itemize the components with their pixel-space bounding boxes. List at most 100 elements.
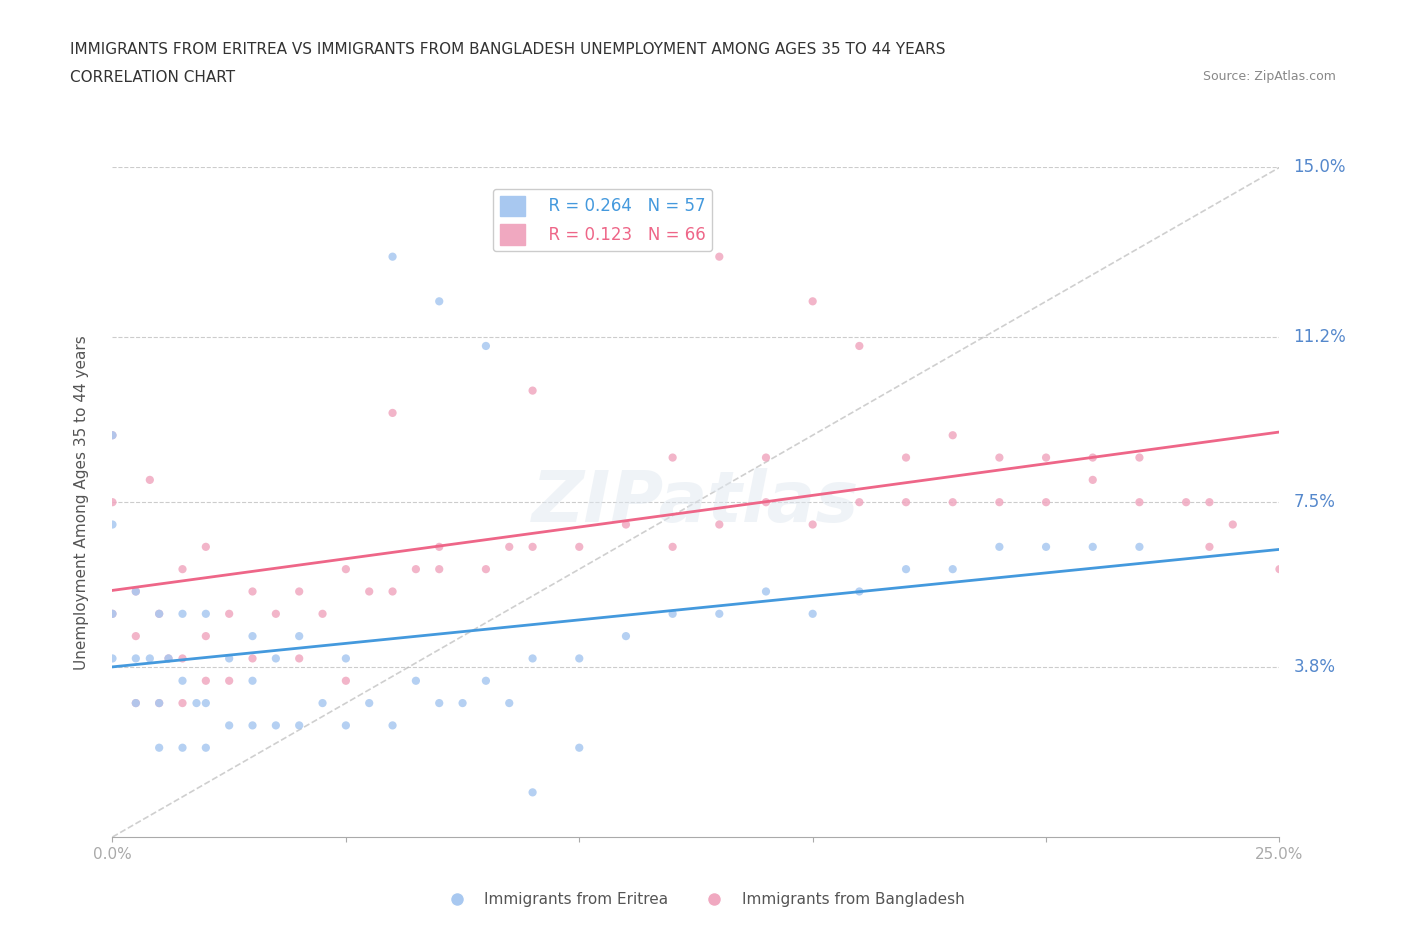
Immigrants from Bangladesh [427,539,450,554]
Immigrants from Bangladesh [1081,450,1104,465]
Immigrants from Bangladesh [661,450,683,465]
Immigrants from Bangladesh [335,673,357,688]
Immigrants from Eritrea [894,562,917,577]
Immigrants from Eritrea [381,249,404,264]
Immigrants from Bangladesh [335,562,357,577]
Immigrants from Bangladesh [359,584,381,599]
Immigrants from Bangladesh [172,696,194,711]
Immigrants from Bangladesh [172,562,194,577]
Immigrants from Eritrea [194,606,217,621]
Immigrants from Bangladesh [218,606,240,621]
Immigrants from Bangladesh [848,495,870,510]
Immigrants from Bangladesh [1081,472,1104,487]
Text: IMMIGRANTS FROM ERITREA VS IMMIGRANTS FROM BANGLADESH UNEMPLOYMENT AMONG AGES 35: IMMIGRANTS FROM ERITREA VS IMMIGRANTS FR… [70,42,946,57]
Immigrants from Bangladesh [498,539,520,554]
Immigrants from Eritrea [148,696,170,711]
Immigrants from Bangladesh [661,539,683,554]
Immigrants from Bangladesh [101,428,124,443]
Immigrants from Eritrea [242,718,264,733]
Text: 11.2%: 11.2% [1294,328,1346,346]
Text: CORRELATION CHART: CORRELATION CHART [70,70,235,85]
Immigrants from Bangladesh [172,651,194,666]
Immigrants from Eritrea [194,696,217,711]
Immigrants from Eritrea [264,651,287,666]
Immigrants from Eritrea [311,696,333,711]
Immigrants from Eritrea [218,718,240,733]
Immigrants from Eritrea [1081,539,1104,554]
Immigrants from Bangladesh [125,584,148,599]
Immigrants from Bangladesh [381,405,404,420]
Immigrants from Bangladesh [194,539,217,554]
Immigrants from Bangladesh [801,517,824,532]
Immigrants from Bangladesh [1268,562,1291,577]
Immigrants from Eritrea [125,696,148,711]
Immigrants from Eritrea [148,740,170,755]
Immigrants from Eritrea [218,651,240,666]
Immigrants from Bangladesh [288,584,311,599]
Immigrants from Eritrea [568,740,591,755]
Immigrants from Eritrea [427,696,450,711]
Text: 7.5%: 7.5% [1294,493,1336,512]
Immigrants from Eritrea [101,428,124,443]
Immigrants from Bangladesh [101,495,124,510]
Immigrants from Eritrea [801,606,824,621]
Immigrants from Eritrea [101,606,124,621]
Immigrants from Bangladesh [942,428,965,443]
Immigrants from Bangladesh [157,651,180,666]
Immigrants from Bangladesh [242,651,264,666]
Immigrants from Eritrea [148,606,170,621]
Immigrants from Eritrea [288,718,311,733]
Immigrants from Bangladesh [125,629,148,644]
Immigrants from Bangladesh [194,629,217,644]
Immigrants from Bangladesh [148,696,170,711]
Immigrants from Bangladesh [988,450,1011,465]
Y-axis label: Unemployment Among Ages 35 to 44 years: Unemployment Among Ages 35 to 44 years [75,335,89,670]
Immigrants from Eritrea [498,696,520,711]
Immigrants from Bangladesh [1198,539,1220,554]
Immigrants from Bangladesh [709,249,731,264]
Immigrants from Bangladesh [848,339,870,353]
Immigrants from Eritrea [172,740,194,755]
Text: 3.8%: 3.8% [1294,658,1336,676]
Immigrants from Eritrea [755,584,778,599]
Immigrants from Eritrea [661,606,683,621]
Immigrants from Eritrea [172,606,194,621]
Text: 15.0%: 15.0% [1294,158,1346,177]
Immigrants from Bangladesh [755,450,778,465]
Immigrants from Bangladesh [1128,450,1150,465]
Immigrants from Eritrea [427,294,450,309]
Immigrants from Bangladesh [614,517,637,532]
Immigrants from Bangladesh [427,562,450,577]
Immigrants from Eritrea [522,785,544,800]
Immigrants from Eritrea [194,740,217,755]
Immigrants from Eritrea [288,629,311,644]
Immigrants from Bangladesh [709,517,731,532]
Immigrants from Bangladesh [475,562,498,577]
Immigrants from Bangladesh [988,495,1011,510]
Immigrants from Eritrea [405,673,427,688]
Immigrants from Bangladesh [264,606,287,621]
Immigrants from Bangladesh [1035,495,1057,510]
Immigrants from Eritrea [125,584,148,599]
Immigrants from Eritrea [1128,539,1150,554]
Immigrants from Bangladesh [288,651,311,666]
Legend:   R = 0.264   N = 57,   R = 0.123   N = 66: R = 0.264 N = 57, R = 0.123 N = 66 [494,189,713,251]
Immigrants from Bangladesh [194,673,217,688]
Immigrants from Eritrea [475,673,498,688]
Immigrants from Eritrea [522,651,544,666]
Immigrants from Eritrea [451,696,474,711]
Immigrants from Bangladesh [381,584,404,599]
Immigrants from Eritrea [568,651,591,666]
Immigrants from Bangladesh [568,539,591,554]
Immigrants from Bangladesh [522,539,544,554]
Immigrants from Bangladesh [1128,495,1150,510]
Immigrants from Bangladesh [311,606,333,621]
Immigrants from Eritrea [475,339,498,353]
Immigrants from Eritrea [186,696,208,711]
Immigrants from Eritrea [172,673,194,688]
Immigrants from Bangladesh [101,606,124,621]
Immigrants from Eritrea [1035,539,1057,554]
Immigrants from Bangladesh [139,472,162,487]
Immigrants from Eritrea [614,629,637,644]
Immigrants from Bangladesh [218,673,240,688]
